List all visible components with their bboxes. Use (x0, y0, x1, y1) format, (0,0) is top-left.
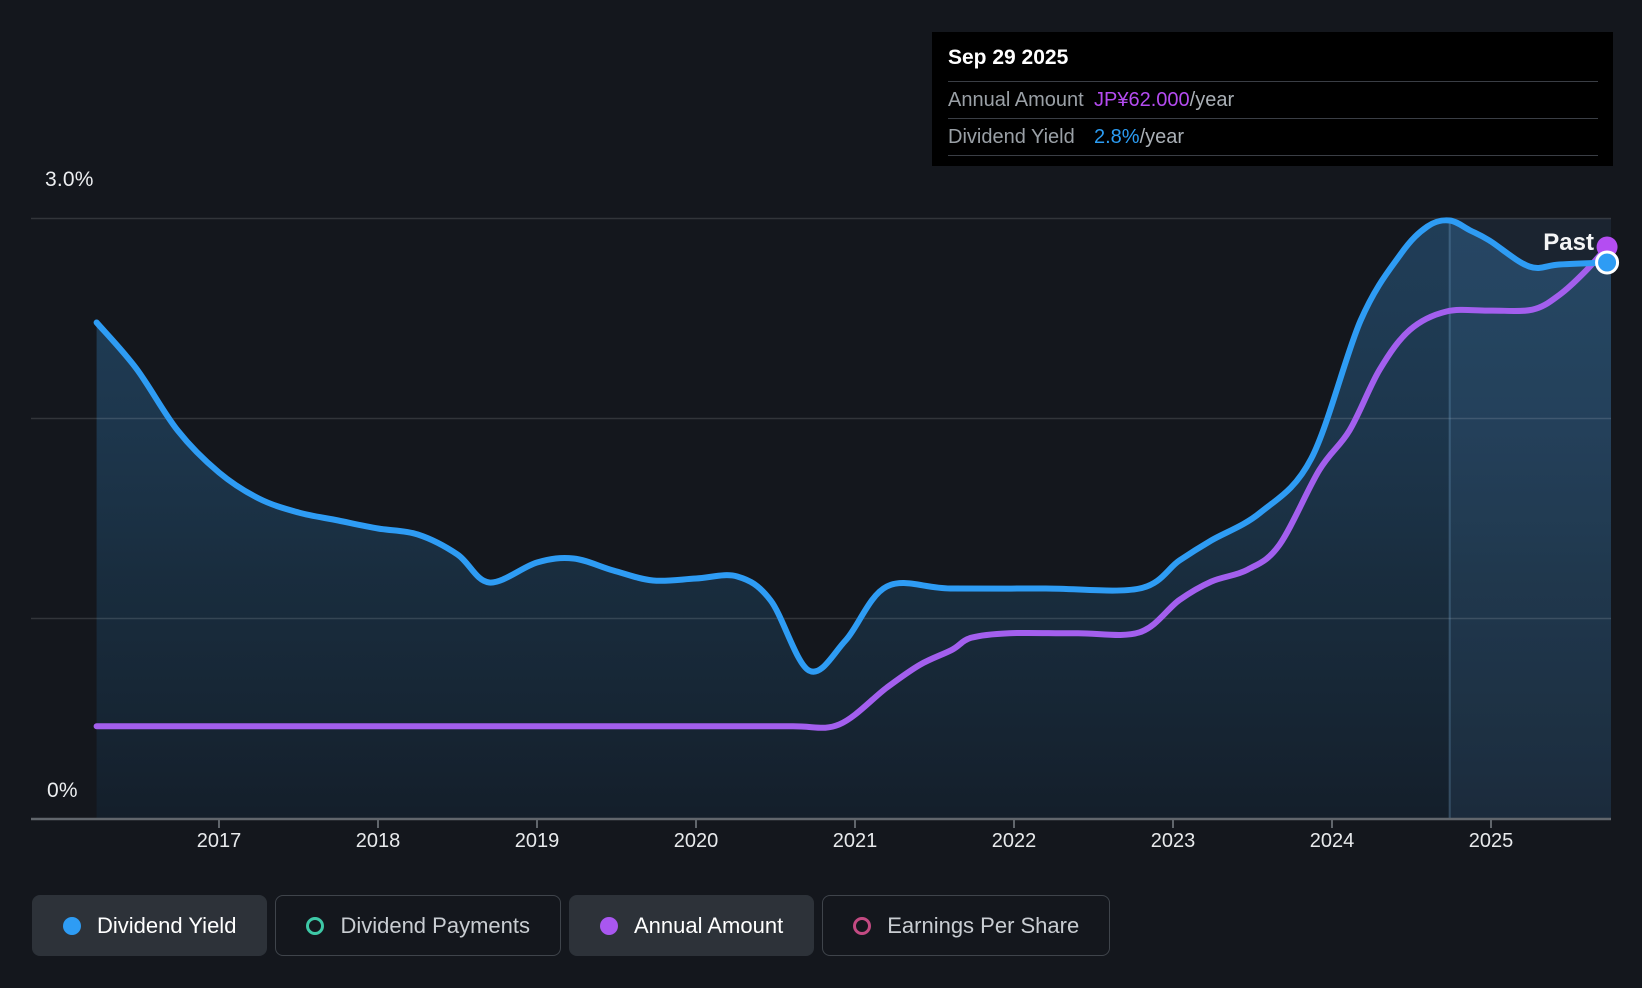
legend-button-dividend-yield[interactable]: Dividend Yield (32, 895, 268, 956)
tooltip-row-annual-amount: Annual Amount JP¥62.000/year (948, 82, 1598, 119)
x-axis-label: 2017 (196, 830, 242, 852)
legend-button-annual-amount[interactable]: Annual Amount (568, 895, 815, 956)
x-axis-label: 2024 (1309, 830, 1355, 852)
earnings-per-share-ring-icon (853, 916, 872, 935)
tooltip-value-suffix: /year (1139, 125, 1185, 148)
legend-label: Annual Amount (633, 912, 784, 938)
dividend-yield-line (93, 217, 1611, 675)
tooltip-value: 2.8% (1094, 125, 1140, 148)
past-region-highlight (1449, 218, 1611, 819)
legend-button-dividend-payments[interactable]: Dividend Payments (275, 895, 561, 956)
past-label: Past (1543, 229, 1594, 256)
chart-tooltip: Sep 29 2025 Annual Amount JP¥62.000/year… (932, 32, 1613, 166)
legend-label: Dividend Yield (97, 912, 237, 938)
annual-amount-line (93, 244, 1611, 731)
dividend-yield-dot-icon (63, 916, 81, 935)
tooltip-label: Annual Amount (948, 88, 1084, 111)
dividend-yield-endpoint-marker (1595, 250, 1620, 275)
tooltip-value: JP¥62.000 (1094, 88, 1190, 111)
x-axis-label: 2020 (673, 830, 719, 852)
legend: Dividend Yield Dividend Payments Annual … (32, 895, 1111, 956)
y-axis-bottom-label: 0% (47, 779, 78, 802)
y-axis-top-label: 3.0% (45, 168, 94, 191)
dividend-payments-ring-icon (306, 916, 325, 935)
x-axis-label: 2018 (355, 830, 401, 852)
x-axis-label: 2022 (991, 830, 1037, 852)
annual-amount-dot-icon (599, 916, 618, 935)
x-axis-label: 2019 (514, 830, 560, 852)
legend-label: Earnings Per Share (887, 912, 1080, 938)
legend-label: Dividend Payments (340, 912, 530, 938)
yield-area-fill (96, 220, 1612, 820)
tooltip-date: Sep 29 2025 (948, 32, 1598, 82)
tooltip-label: Dividend Yield (948, 125, 1075, 148)
gridlines (31, 217, 1611, 620)
x-axis (31, 817, 1611, 828)
tooltip-value-suffix: /year (1189, 88, 1235, 111)
x-axis-label: 2023 (1150, 830, 1196, 852)
tooltip-row-dividend-yield: Dividend Yield 2.8%/year (948, 119, 1598, 156)
x-axis-label: 2025 (1468, 830, 1514, 852)
legend-button-earnings-per-share[interactable]: Earnings Per Share (822, 895, 1111, 956)
x-axis-label: 2021 (832, 830, 878, 852)
